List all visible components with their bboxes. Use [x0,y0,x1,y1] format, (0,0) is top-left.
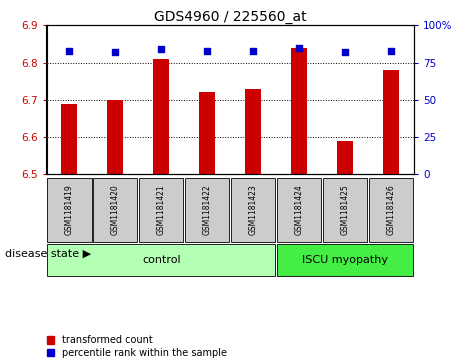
Point [295,45,303,51]
Point [249,48,257,54]
Text: disease state ▶: disease state ▶ [5,249,91,259]
Legend: transformed count, percentile rank within the sample: transformed count, percentile rank withi… [46,335,227,358]
Bar [107,100,123,174]
Bar [245,89,261,174]
Point [204,48,211,54]
Bar [337,141,353,174]
Text: GSM1181421: GSM1181421 [157,184,166,235]
FancyBboxPatch shape [139,178,183,242]
Bar [383,70,399,174]
Text: GSM1181425: GSM1181425 [340,184,350,235]
FancyBboxPatch shape [277,178,321,242]
Text: GSM1181419: GSM1181419 [65,184,74,235]
Text: GSM1181420: GSM1181420 [111,184,120,235]
FancyBboxPatch shape [369,178,413,242]
Bar [153,59,169,174]
Point [341,49,349,55]
Point [387,48,395,54]
Text: GSM1181422: GSM1181422 [203,184,212,235]
Text: ISCU myopathy: ISCU myopathy [302,255,388,265]
FancyBboxPatch shape [185,178,229,242]
Point [112,49,119,55]
FancyBboxPatch shape [47,244,275,276]
FancyBboxPatch shape [47,178,92,242]
Point [66,48,73,54]
FancyBboxPatch shape [323,178,367,242]
Title: GDS4960 / 225560_at: GDS4960 / 225560_at [154,11,306,24]
Bar [61,103,78,174]
Text: GSM1181423: GSM1181423 [249,184,258,235]
FancyBboxPatch shape [93,178,138,242]
Point [158,46,165,52]
FancyBboxPatch shape [231,178,275,242]
Bar [291,48,307,174]
Text: GSM1181424: GSM1181424 [294,184,304,235]
FancyBboxPatch shape [277,244,413,276]
Text: GSM1181426: GSM1181426 [386,184,395,235]
Bar [199,92,215,174]
Text: control: control [142,255,180,265]
